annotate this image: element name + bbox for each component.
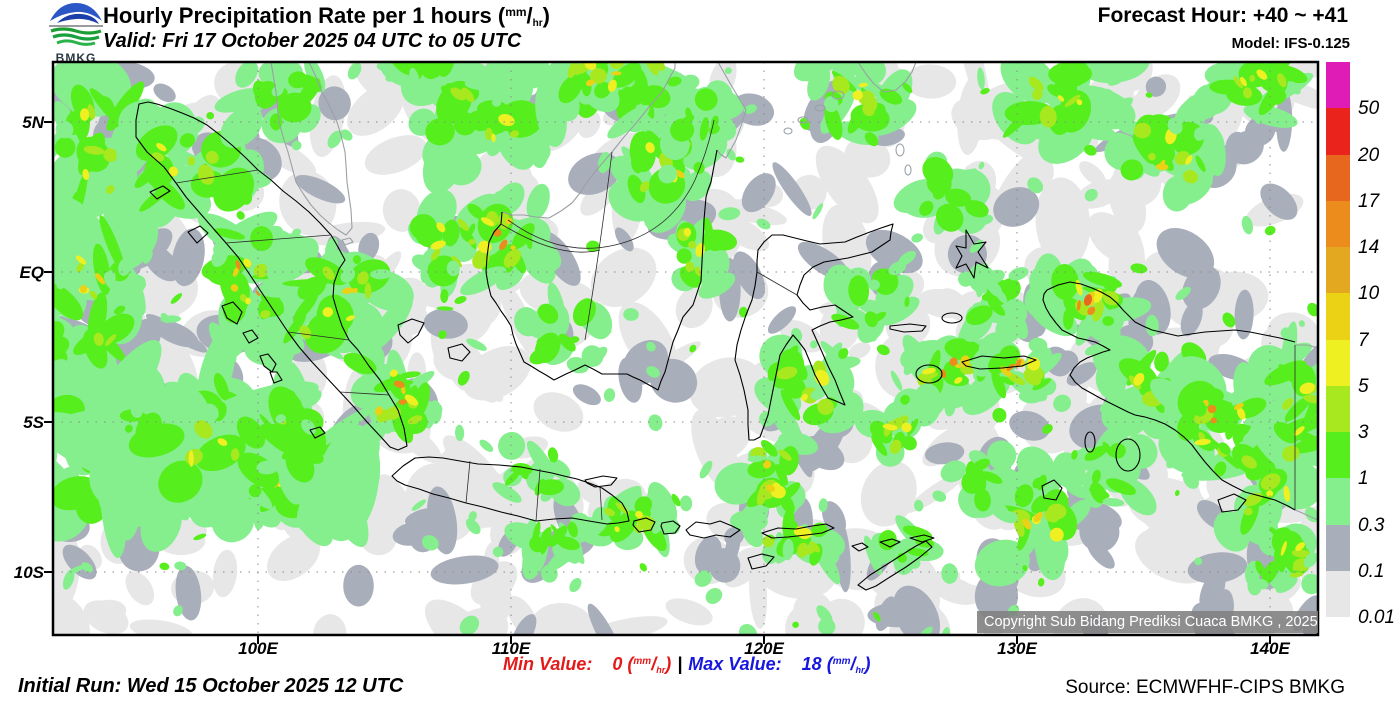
legend-band-7	[1326, 293, 1350, 340]
max-value: 18	[801, 654, 822, 674]
legend-band-14	[1326, 200, 1350, 247]
graticule-gridlines	[53, 62, 1318, 635]
legend-label-20: 20	[1358, 144, 1380, 166]
axis-ticks	[44, 121, 1271, 644]
x-axis-label-130E: 130E	[997, 639, 1037, 658]
page-title-text: Hourly Precipitation Rate per 1 hours	[103, 3, 498, 28]
legend-band-3	[1326, 385, 1350, 432]
legend-label-50: 50	[1358, 98, 1380, 120]
forecast-hour-label: Forecast Hour: +40 ~ +41	[1097, 4, 1348, 27]
x-axis-label-120E: 120E	[744, 639, 784, 658]
legend-band-0.3	[1326, 478, 1350, 525]
bmkg-logo-icon	[49, 3, 103, 46]
initial-run-label: Initial Run: Wed 15 October 2025 12 UTC	[18, 675, 404, 697]
legend-label-10: 10	[1358, 283, 1380, 305]
min-value-label: Min Value: 0 (mm/hr)	[503, 654, 672, 675]
legend-label-14: 14	[1358, 237, 1380, 258]
model-label: Model: IFS-0.125	[1231, 35, 1350, 52]
y-axis-label-5S: 5S	[23, 413, 44, 432]
page-title: Hourly Precipitation Rate per 1 hours (m…	[103, 3, 550, 29]
unit-mm: mm	[505, 5, 527, 19]
legend-band-0.1	[1326, 524, 1350, 571]
max-value-label: Max Value: 18 (mm/hr)	[688, 654, 871, 675]
minmax-separator: |	[677, 654, 683, 674]
legend-label-1: 1	[1358, 468, 1369, 490]
legend-label-17: 17	[1358, 190, 1380, 212]
coastlines-foreign	[270, 62, 1318, 521]
legend-band-0.01	[1326, 570, 1350, 617]
legend-band-10	[1326, 247, 1350, 294]
x-axis-label-100E: 100E	[238, 639, 278, 658]
legend-band-5	[1326, 339, 1350, 386]
unit-hr: hr	[532, 18, 543, 29]
legend-band-17	[1326, 154, 1350, 201]
legend-label-3: 3	[1358, 422, 1369, 443]
legend-band-50	[1326, 62, 1350, 109]
legend-label-5: 5	[1358, 375, 1369, 397]
y-axis-label-5N: 5N	[22, 113, 44, 132]
valid-time-subtitle: Valid: Fri 17 October 2025 04 UTC to 05 …	[103, 30, 522, 52]
precipitation-field	[53, 62, 1318, 635]
province-borders	[175, 119, 1296, 522]
y-axis-label-EQ: EQ	[19, 263, 44, 282]
minmax-line: Min Value: 0 (mm/hr) | Max Value: 18 (mm/h…	[503, 654, 871, 675]
min-value: 0	[612, 654, 623, 674]
legend-label-0.01: 0.01	[1358, 607, 1395, 628]
legend-label-0.1: 0.1	[1358, 560, 1385, 582]
legend-band-1	[1326, 432, 1350, 479]
source-label: Source: ECMWFHF-CIPS BMKG	[1065, 677, 1345, 698]
legend-label-0.3: 0.3	[1358, 514, 1385, 536]
copyright-strip: Copyright Sub Bidang Prediksi Cuaca BMKG…	[977, 611, 1318, 633]
y-axis-label-10S: 10S	[13, 563, 44, 582]
legend-band-20	[1326, 108, 1350, 155]
legend-label-7: 7	[1358, 329, 1369, 351]
map-frame	[51, 60, 1320, 637]
x-axis-label-110E: 110E	[491, 639, 531, 658]
x-axis-label-140E: 140E	[1250, 639, 1290, 658]
